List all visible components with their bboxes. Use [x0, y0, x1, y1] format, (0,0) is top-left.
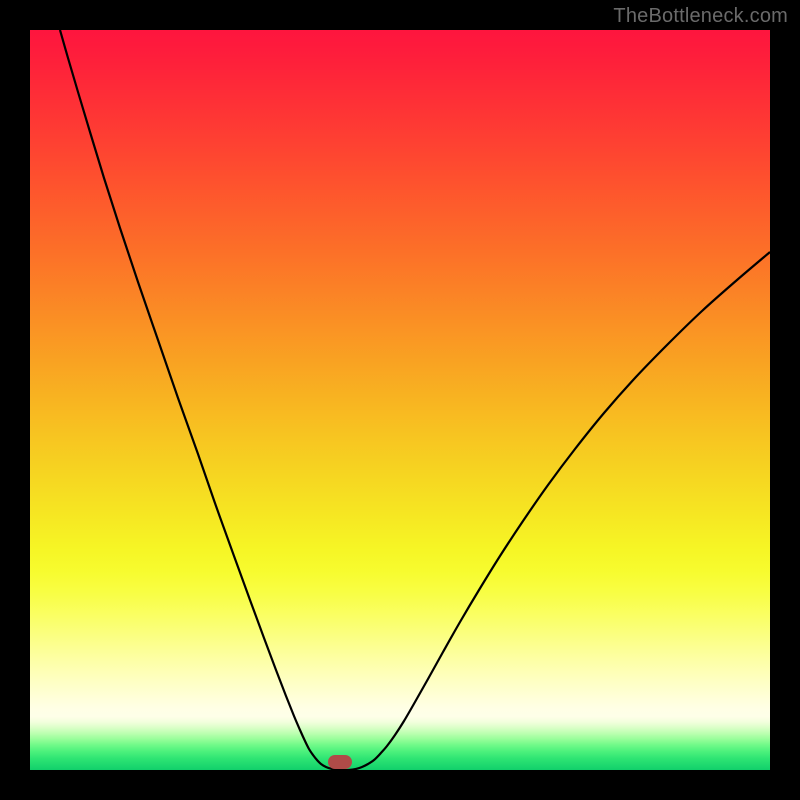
- watermark-text: TheBottleneck.com: [613, 5, 788, 28]
- optimum-marker: [328, 755, 352, 769]
- chart-container: TheBottleneck.com: [0, 0, 800, 800]
- plot-background: [30, 30, 770, 770]
- bottleneck-chart: [0, 0, 800, 800]
